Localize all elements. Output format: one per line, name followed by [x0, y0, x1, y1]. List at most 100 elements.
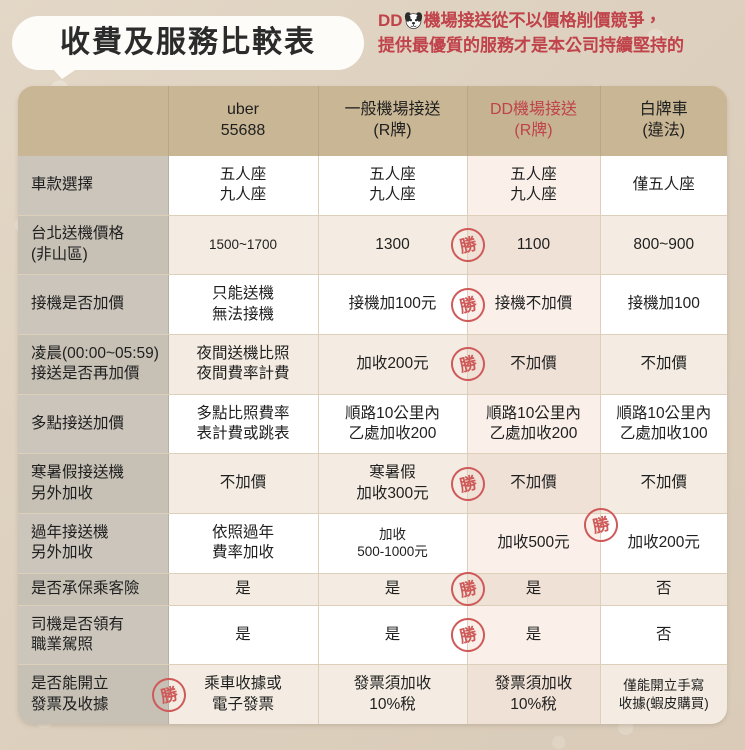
table-row: 司機是否領有 職業駕照是是是勝否 — [18, 605, 727, 666]
tagline: DD 機場接送從不以價格削價競爭， 提供最優質的服務才是本公司持續堅持的 — [378, 9, 738, 58]
column-header-general-line1: 一般機場接送 — [344, 101, 441, 119]
row-label: 台北送機價格 (非山區) — [18, 215, 169, 276]
cell-uber: 不加價 — [168, 453, 319, 515]
cell-general-line1: 寒暑假 — [369, 464, 416, 482]
cell-dd: 加收500元 — [467, 513, 601, 574]
tagline-line-1: DD 機場接送從不以價格削價競爭， — [378, 9, 738, 34]
column-header-dd-line1: DD機場接送 — [489, 101, 578, 119]
table-row: 是否能開立 發票及收據 乘車收據或 電子發票勝發票須加收 10%稅 發票須加收 10%稅 僅能… — [18, 664, 727, 724]
cell-dd-line2: 10%稅 — [510, 695, 557, 713]
cell-white: 否 — [600, 605, 727, 666]
cell-general-line1: 發票須加收 — [353, 675, 432, 693]
cell-uber-line2: 無法接機 — [211, 305, 274, 323]
cell-general: 五人座 九人座 — [318, 156, 468, 216]
cell-white-line1: 接機加100 — [627, 295, 700, 313]
cell-white: 接機加100 — [600, 274, 727, 335]
cell-white-line1: 否 — [655, 579, 672, 597]
cell-dd: 是勝 — [447, 568, 601, 610]
cell-white-line1: 800~900 — [633, 235, 695, 253]
row-label-line1: 是否承保乘客險 — [31, 579, 140, 597]
cell-white: 不加價 — [600, 453, 727, 515]
row-label: 多點接送加價 — [18, 394, 169, 455]
cell-general-line1: 五人座 — [369, 165, 416, 183]
cell-dd: 發票須加收 10%稅 — [467, 664, 601, 724]
cell-uber-line1: 只能送機 — [211, 285, 274, 303]
cell-dd-line2: 九人座 — [510, 186, 557, 204]
cell-uber-line2: 九人座 — [219, 186, 267, 204]
table-row: 車款選擇 五人座 九人座 五人座 九人座 五人座 九人座 僅五人座 — [18, 156, 727, 216]
row-label: 司機是否領有 職業駕照 — [18, 605, 169, 666]
cell-uber: 是 — [168, 573, 319, 606]
cell-uber-line1: 五人座 — [219, 165, 267, 183]
title-bubble: 收費及服務比較表 — [12, 16, 364, 79]
cell-dd-line1: 接機不加價 — [494, 295, 573, 313]
row-label: 過年接送機 另外加收 — [18, 513, 169, 574]
cell-general-line1: 加收 — [379, 526, 406, 542]
row-label-line1: 是否能開立 — [31, 675, 109, 693]
cell-white-line1: 僅能開立手寫 — [623, 677, 705, 693]
table-row: 寒暑假接送機 另外加收 不加價 寒暑假 加收300元 不加價勝不加價 — [18, 453, 727, 515]
tagline-line-2: 提供最優質的服務才是本公司持續堅持的 — [378, 35, 684, 55]
cell-white-line1: 否 — [655, 625, 672, 643]
cell-general: 是 — [318, 605, 468, 666]
row-label-line1: 司機是否領有 — [31, 615, 125, 633]
column-header-white-line1: 白牌車 — [639, 101, 688, 119]
row-label-line1: 過年接送機 — [31, 523, 109, 541]
header: 收費及服務比較表 DD 機場接送從不以價格削價競爭， 提供最優質的服務才是本公司持… — [0, 0, 745, 86]
cell-general: 寒暑假加收300元 — [318, 453, 468, 515]
table-row: 多點接送加價 多點比照費率 表計費或跳表 順路10公里內 乙處加收200 順路10公里內乙… — [18, 394, 727, 455]
cell-uber: 1500~1700 — [168, 215, 319, 276]
cell-dd-line1: 發票須加收 — [494, 675, 573, 693]
row-label-line2: 另外加收 — [31, 484, 94, 502]
table-head: uber 55688 一般機場接送 (R牌) DD機場接送 (R牌) 白牌車 (… — [18, 86, 727, 156]
tagline-text-1: 機場接送從不以價格削價競爭， — [423, 11, 662, 30]
cell-uber-line1: 夜間送機比照 — [196, 344, 290, 362]
brand-prefix: DD — [378, 11, 403, 30]
cell-white-line1: 加收200元 — [627, 534, 700, 552]
cell-general-line1: 是 — [384, 579, 401, 597]
column-header-uber-line1: uber — [226, 101, 260, 119]
row-label: 是否能開立 發票及收據 — [18, 664, 169, 724]
cell-dd: 是勝 — [447, 605, 601, 666]
cell-general: 是 — [318, 573, 468, 606]
cell-general-line2: 九人座 — [369, 186, 416, 204]
column-header-label — [18, 86, 169, 156]
cell-general-line2: 乙處加收200 — [348, 424, 437, 442]
cell-dd-line1: 是 — [525, 579, 542, 597]
cell-general: 1300 — [318, 215, 468, 276]
cell-dd: 五人座 九人座 — [467, 156, 601, 216]
cell-general-line1: 順路10公里內 — [345, 404, 440, 422]
cell-uber-line2: 夜間費率計費 — [196, 365, 290, 383]
cell-general-line2: 加收300元 — [356, 484, 429, 502]
comparison-table: uber 55688 一般機場接送 (R牌) DD機場接送 (R牌) 白牌車 (… — [18, 86, 727, 724]
table-row: 台北送機價格 (非山區) 1500~1700 1300 1100 勝 800~900 — [18, 215, 727, 276]
cell-dd: 不加價勝 — [447, 453, 601, 515]
column-header-uber: uber 55688 — [168, 86, 319, 156]
column-header-uber-line2: 55688 — [220, 122, 266, 139]
cell-dd: 接機不加價勝 — [447, 274, 601, 335]
cell-white: 僅能開立手寫 收據(蝦皮購買) — [600, 664, 727, 724]
cell-white-line1: 僅五人座 — [632, 176, 695, 194]
cell-dd-line1: 順路10公里內 — [486, 404, 581, 422]
column-header-dd-line2: (R牌) — [514, 122, 553, 139]
cell-uber: 乘車收據或 電子發票勝 — [148, 664, 319, 724]
cell-uber-line2: 表計費或跳表 — [196, 424, 290, 442]
cell-white: 僅五人座 — [600, 156, 727, 216]
cell-general: 加收 500-1000元 — [318, 513, 468, 574]
row-label-line1: 台北送機價格 — [31, 225, 125, 243]
cell-uber: 多點比照費率 表計費或跳表 — [168, 394, 319, 455]
table-row: 過年接送機 另外加收 依照過年 費率加收 加收 500-1000元 加收500元 加收200元… — [18, 504, 727, 574]
cell-uber-line1: 依照過年 — [211, 523, 274, 541]
column-header-dd: DD機場接送 (R牌) — [467, 86, 601, 156]
cell-uber-line1: 多點比照費率 — [196, 404, 290, 422]
cell-uber-line1: 不加價 — [219, 474, 267, 492]
row-label-line1: 多點接送加價 — [31, 414, 125, 432]
cell-uber-line1: 乘車收據或 — [204, 675, 282, 693]
row-label-line1: 凌晨(00:00~05:59) — [31, 344, 159, 362]
cell-general: 發票須加收 10%稅 — [318, 664, 468, 724]
table-header-row: uber 55688 一般機場接送 (R牌) DD機場接送 (R牌) 白牌車 (… — [18, 86, 727, 156]
column-header-general: 一般機場接送 (R牌) — [318, 86, 468, 156]
cell-white-line2: 乙處加收100 — [619, 424, 708, 442]
page-title: 收費及服務比較表 — [60, 26, 316, 59]
